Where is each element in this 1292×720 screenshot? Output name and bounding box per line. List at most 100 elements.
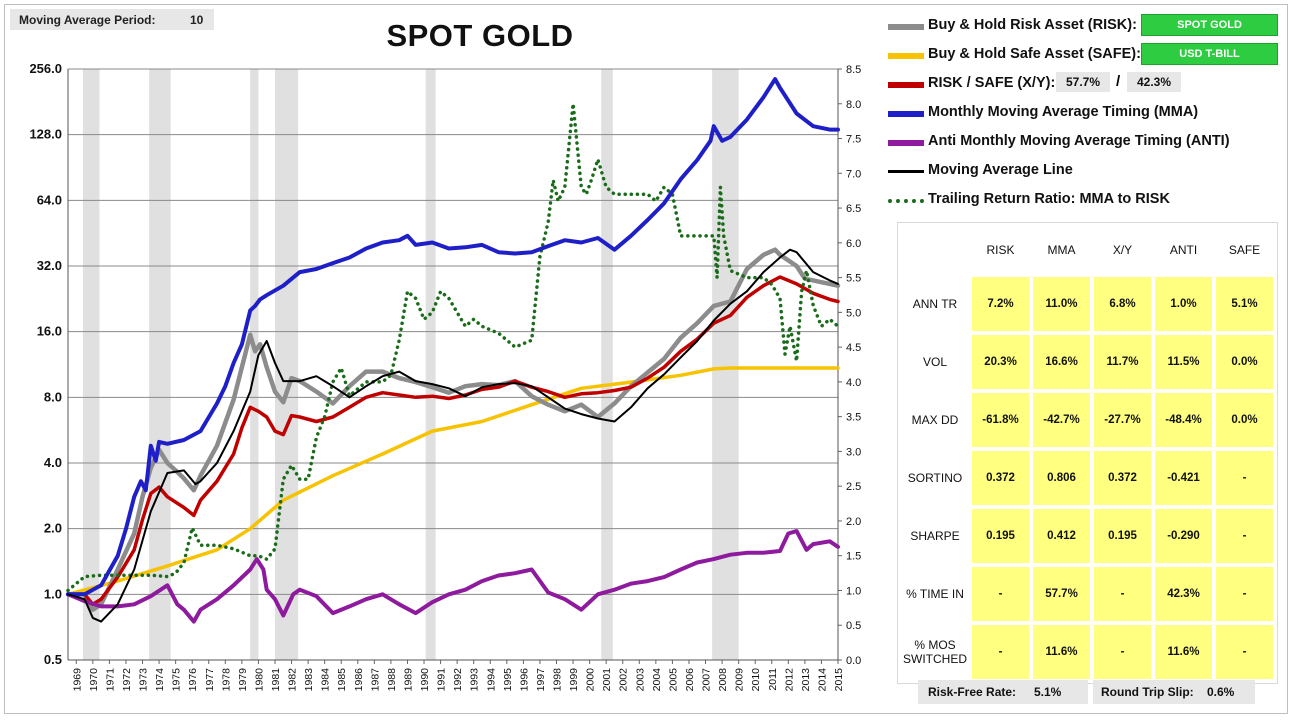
x-tick-label: 1973 bbox=[138, 668, 150, 692]
row-label: SHARPE bbox=[902, 509, 968, 563]
chart-title: SPOT GOLD bbox=[386, 18, 574, 53]
y-tick-label: 16.0 bbox=[37, 324, 62, 339]
x-tick-label: 1976 bbox=[187, 668, 199, 692]
y-tick-label: 0.5 bbox=[44, 652, 62, 667]
y-tick-label: 8.0 bbox=[44, 389, 62, 404]
x-tick-label: 2012 bbox=[783, 668, 795, 692]
x-tick-label: 1982 bbox=[287, 668, 299, 692]
stat-cell: 5.1% bbox=[1216, 277, 1273, 331]
ma-period-value[interactable]: 10 bbox=[190, 13, 204, 27]
recession-band bbox=[274, 69, 299, 660]
legend-xy-label: RISK / SAFE (X/Y): bbox=[928, 75, 1056, 91]
stat-cell: 0.806 bbox=[1033, 451, 1090, 505]
x-tick-label: 2002 bbox=[618, 668, 630, 692]
stat-cell: - bbox=[1216, 509, 1273, 563]
y2-tick-label: 0.5 bbox=[846, 620, 861, 632]
x-tick-label: 1980 bbox=[253, 668, 265, 692]
round-trip-slip: Round Trip Slip: 0.6% bbox=[1093, 680, 1255, 704]
table-row: VOL 20.3% 16.6% 11.7% 11.5% 0.0% bbox=[902, 335, 1273, 389]
xy-swatch bbox=[888, 82, 924, 88]
stat-cell: 0.0% bbox=[1216, 335, 1273, 389]
ma-swatch bbox=[888, 170, 924, 173]
legend-xy: RISK / SAFE (X/Y): bbox=[888, 72, 1058, 96]
xy-risk-pct: 57.7% bbox=[1056, 72, 1110, 92]
anti-swatch bbox=[888, 140, 924, 146]
y-tick-label: 4.0 bbox=[44, 455, 62, 470]
x-tick-label: 2014 bbox=[816, 668, 828, 692]
mma-series-line bbox=[66, 77, 840, 597]
legend-risk-label: Buy & Hold Risk Asset (RISK): bbox=[928, 17, 1137, 33]
x-tick-label: 1989 bbox=[402, 668, 414, 692]
x-tick-label: 1970 bbox=[88, 668, 100, 692]
x-tick-label: 2005 bbox=[667, 668, 679, 692]
stat-cell: 0.0% bbox=[1216, 393, 1273, 447]
x-tick-label: 1992 bbox=[452, 668, 464, 692]
y2-tick-label: 2.5 bbox=[846, 481, 861, 493]
table-row: SORTINO 0.372 0.806 0.372 -0.421 - bbox=[902, 451, 1273, 505]
y-tick-label: 2.0 bbox=[44, 521, 62, 536]
stat-cell: 16.6% bbox=[1033, 335, 1090, 389]
y-tick-label: 256.0 bbox=[29, 61, 62, 76]
x-tick-label: 1996 bbox=[518, 668, 530, 692]
stat-cell: -27.7% bbox=[1094, 393, 1151, 447]
y-tick-label: 128.0 bbox=[29, 127, 62, 142]
stat-cell: 0.195 bbox=[1094, 509, 1151, 563]
row-label: MAX DD bbox=[902, 393, 968, 447]
stat-cell: 20.3% bbox=[972, 335, 1029, 389]
legend-anti: Anti Monthly Moving Average Timing (ANTI… bbox=[888, 130, 1268, 154]
x-tick-label: 1995 bbox=[502, 668, 514, 692]
stat-cell: 57.7% bbox=[1033, 567, 1090, 621]
col-safe: SAFE bbox=[1228, 243, 1261, 257]
table-row: SHARPE 0.195 0.412 0.195 -0.290 - bbox=[902, 509, 1273, 563]
stat-cell: 0.195 bbox=[972, 509, 1029, 563]
x-tick-label: 1981 bbox=[270, 668, 282, 692]
table-row: MAX DD -61.8% -42.7% -27.7% -48.4% 0.0% bbox=[902, 393, 1273, 447]
x-tick-label: 2015 bbox=[833, 668, 845, 692]
x-tick-label: 1972 bbox=[121, 668, 133, 692]
legend-safe-label: Buy & Hold Safe Asset (SAFE): bbox=[928, 46, 1141, 62]
x-tick-label: 1999 bbox=[568, 668, 580, 692]
y2-tick-label: 4.5 bbox=[846, 342, 861, 354]
stat-cell: -61.8% bbox=[972, 393, 1029, 447]
stat-cell: - bbox=[972, 567, 1029, 621]
x-tick-label: 2013 bbox=[800, 668, 812, 692]
x-tick-label: 2011 bbox=[767, 668, 779, 691]
safe-asset-tag[interactable]: USD T-BILL bbox=[1141, 43, 1278, 65]
stat-cell: - bbox=[972, 625, 1029, 679]
x-tick-label: 1988 bbox=[386, 668, 398, 692]
rf-value: 5.1% bbox=[1034, 685, 1062, 699]
slip-label: Round Trip Slip: bbox=[1101, 685, 1194, 699]
recession-band bbox=[149, 69, 171, 660]
y2-tick-label: 5.0 bbox=[846, 307, 861, 319]
x-tick-label: 2001 bbox=[601, 668, 613, 692]
stat-cell: - bbox=[1094, 625, 1151, 679]
x-tick-label: 2008 bbox=[717, 668, 729, 692]
mma-swatch bbox=[888, 111, 924, 117]
row-label: % TIME IN bbox=[902, 567, 968, 621]
table-row: % MOS SWITCHED - 11.6% - 11.6% - bbox=[902, 625, 1273, 679]
y2-tick-label: 5.5 bbox=[846, 273, 861, 285]
col-anti: ANTI bbox=[1169, 243, 1198, 257]
table-row: % TIME IN - 57.7% - 42.3% - bbox=[902, 567, 1273, 621]
legend-trail-label: Trailing Return Ratio: MMA to RISK bbox=[928, 191, 1170, 207]
ma-period-label: Moving Average Period: bbox=[19, 13, 156, 27]
stat-cell: - bbox=[1216, 451, 1273, 505]
risk-asset-tag[interactable]: SPOT GOLD bbox=[1141, 14, 1278, 36]
stat-cell: 11.6% bbox=[1033, 625, 1090, 679]
legend-mma-label: Monthly Moving Average Timing (MMA) bbox=[928, 104, 1199, 120]
x-tick-label: 1984 bbox=[320, 668, 332, 692]
recession-band bbox=[250, 69, 259, 660]
stat-cell: - bbox=[1094, 567, 1151, 621]
stat-cell: 1.0% bbox=[1155, 277, 1212, 331]
legend-ma-line: Moving Average Line bbox=[888, 159, 1268, 183]
stat-cell: 0.412 bbox=[1033, 509, 1090, 563]
recession-band bbox=[82, 69, 100, 660]
stat-cell: 42.3% bbox=[1155, 567, 1212, 621]
col-xy: X/Y bbox=[1112, 243, 1133, 257]
slip-value: 0.6% bbox=[1207, 685, 1235, 699]
ma-period-box[interactable]: Moving Average Period: 10 bbox=[10, 9, 214, 30]
stat-cell: - bbox=[1216, 567, 1273, 621]
row-label: SORTINO bbox=[902, 451, 968, 505]
x-tick-label: 1990 bbox=[419, 668, 431, 692]
y-tick-label: 32.0 bbox=[37, 258, 62, 273]
